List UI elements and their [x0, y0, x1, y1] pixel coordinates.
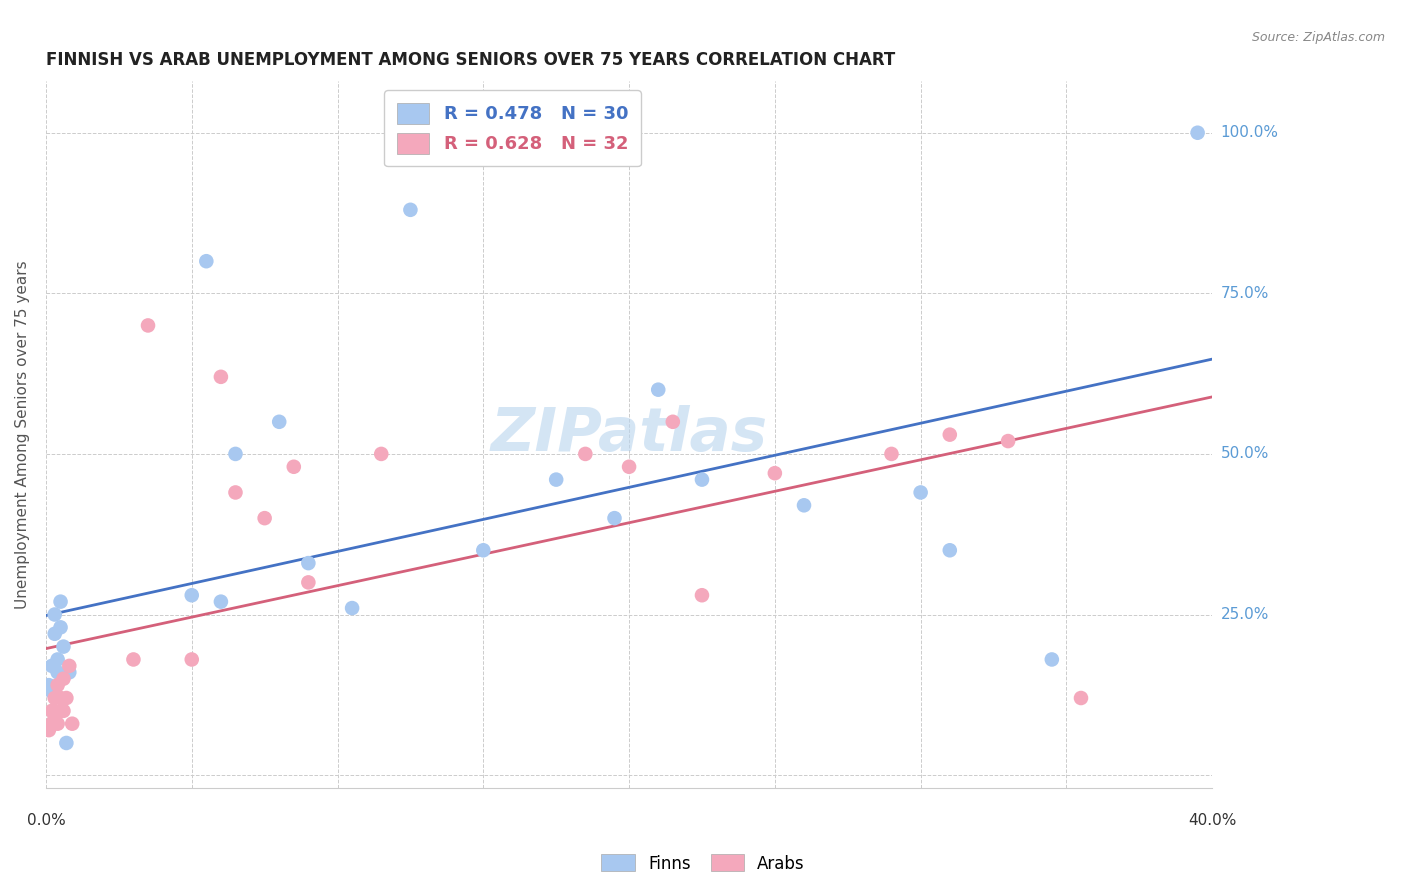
Point: [399, 202, 422, 217]
Point: [1187, 126, 1209, 140]
Point: [297, 575, 319, 590]
Point: [41, 704, 63, 718]
Point: [910, 485, 932, 500]
Point: [224, 447, 246, 461]
Point: [52, 672, 75, 686]
Y-axis label: Unemployment Among Seniors over 75 years: Unemployment Among Seniors over 75 years: [15, 260, 30, 609]
Point: [603, 511, 626, 525]
Point: [49, 691, 72, 706]
Point: [38, 678, 60, 692]
Point: [52, 704, 75, 718]
Point: [793, 498, 815, 512]
Text: Source: ZipAtlas.com: Source: ZipAtlas.com: [1251, 31, 1385, 45]
Text: 0.0%: 0.0%: [27, 813, 65, 828]
Point: [180, 652, 202, 666]
Point: [209, 595, 232, 609]
Point: [617, 459, 640, 474]
Point: [209, 369, 232, 384]
Point: [49, 595, 72, 609]
Point: [41, 684, 63, 698]
Text: FINNISH VS ARAB UNEMPLOYMENT AMONG SENIORS OVER 75 YEARS CORRELATION CHART: FINNISH VS ARAB UNEMPLOYMENT AMONG SENIO…: [46, 51, 896, 69]
Point: [52, 640, 75, 654]
Point: [224, 485, 246, 500]
Point: [1070, 691, 1092, 706]
Point: [44, 691, 66, 706]
Point: [574, 447, 596, 461]
Point: [662, 415, 685, 429]
Point: [58, 659, 80, 673]
Point: [253, 511, 276, 525]
Point: [122, 652, 145, 666]
Text: 50.0%: 50.0%: [1220, 446, 1268, 461]
Point: [44, 607, 66, 622]
Point: [49, 620, 72, 634]
Text: 75.0%: 75.0%: [1220, 285, 1268, 301]
Point: [44, 710, 66, 724]
Point: [58, 665, 80, 680]
Point: [283, 459, 305, 474]
Point: [49, 704, 72, 718]
Point: [297, 556, 319, 570]
Point: [46, 678, 69, 692]
Point: [997, 434, 1019, 448]
Point: [46, 716, 69, 731]
Point: [180, 588, 202, 602]
Text: ZIPatlas: ZIPatlas: [491, 405, 768, 464]
Point: [939, 427, 962, 442]
Point: [41, 659, 63, 673]
Point: [60, 716, 83, 731]
Point: [690, 473, 713, 487]
Point: [546, 473, 568, 487]
Text: 40.0%: 40.0%: [1188, 813, 1236, 828]
Point: [370, 447, 392, 461]
Point: [690, 588, 713, 602]
Point: [55, 691, 77, 706]
Point: [939, 543, 962, 558]
Point: [1040, 652, 1063, 666]
Text: 25.0%: 25.0%: [1220, 607, 1268, 622]
Point: [269, 415, 291, 429]
Text: 100.0%: 100.0%: [1220, 125, 1278, 140]
Point: [46, 652, 69, 666]
Point: [340, 601, 363, 615]
Point: [41, 716, 63, 731]
Legend: Finns, Arabs: Finns, Arabs: [595, 847, 811, 880]
Point: [136, 318, 159, 333]
Point: [55, 736, 77, 750]
Point: [472, 543, 495, 558]
Point: [195, 254, 218, 268]
Point: [46, 665, 69, 680]
Point: [647, 383, 669, 397]
Point: [763, 466, 786, 480]
Point: [44, 627, 66, 641]
Point: [38, 723, 60, 738]
Point: [880, 447, 903, 461]
Legend: R = 0.478   N = 30, R = 0.628   N = 32: R = 0.478 N = 30, R = 0.628 N = 32: [384, 90, 641, 167]
